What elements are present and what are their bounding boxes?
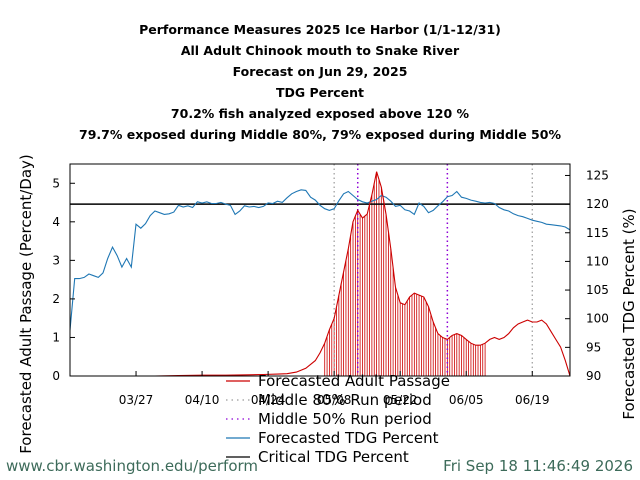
y-tick-label: 0	[52, 369, 60, 383]
x-tick-label: 04/24	[251, 393, 286, 407]
y-axis-title: Forecasted Adult Passage (Percent/Day)	[17, 154, 35, 454]
x-tick-label: 04/10	[185, 393, 220, 407]
title-line-5: 79.7% exposed during Middle 80%, 79% exp…	[79, 127, 561, 142]
x-tick-label: 06/19	[515, 393, 550, 407]
x-tick-label: 05/22	[383, 393, 418, 407]
legend-label-4: Critical TDG Percent	[258, 448, 409, 466]
y2-tick-label: 120	[586, 197, 609, 211]
series-lines	[69, 164, 571, 377]
title-line-2: Forecast on Jun 29, 2025	[233, 64, 408, 79]
y2-tick-label: 125	[586, 168, 609, 182]
legend-label-0: Forecasted Adult Passage	[258, 372, 450, 390]
axes: 0 1 2 3 4 5 90 95 100 105 110 115 120 125 03/27 04/10 04…	[52, 168, 609, 407]
y2-tick-label: 110	[586, 254, 609, 268]
y2-tick-label: 95	[586, 340, 601, 354]
y-tick-label: 4	[52, 215, 60, 229]
y2-tick-label: 90	[586, 369, 601, 383]
passage-bars	[324, 171, 486, 376]
y-tick-label: 5	[52, 176, 60, 190]
passage-series-line	[70, 171, 571, 377]
y2-tick-label: 105	[586, 283, 609, 297]
title-line-4: 70.2% fish analyzed exposed above 120 %	[171, 106, 470, 121]
x-tick-label: 03/27	[119, 393, 154, 407]
y-tick-label: 1	[52, 330, 60, 344]
x-tick-label: 05/08	[317, 393, 352, 407]
footer-timestamp: Fri Sep 18 11:46:49 2026	[443, 457, 633, 475]
title-line-1: All Adult Chinook mouth to Snake River	[181, 43, 460, 58]
title-line-3: TDG Percent	[276, 85, 364, 100]
legend-label-2: Middle 50% Run period	[258, 410, 432, 428]
tdg-series-line	[69, 189, 571, 331]
title-line-0: Performance Measures 2025 Ice Harbor (1/…	[139, 22, 501, 37]
y2-tick-label: 115	[586, 226, 609, 240]
legend-label-3: Forecasted TDG Percent	[258, 429, 439, 447]
y2-axis-title: Forecasted TDG Percent (%)	[620, 208, 638, 419]
chart-title: Performance Measures 2025 Ice Harbor (1/…	[79, 22, 561, 142]
y-tick-label: 2	[52, 292, 60, 306]
y-tick-label: 3	[52, 253, 60, 267]
legend-label-1: Middle 80% Run period	[258, 391, 432, 409]
footer-source-url[interactable]: www.cbr.washington.edu/perform	[6, 457, 258, 475]
plot-frame	[69, 163, 571, 377]
x-tick-label: 06/05	[449, 393, 484, 407]
y2-tick-label: 100	[586, 312, 609, 326]
